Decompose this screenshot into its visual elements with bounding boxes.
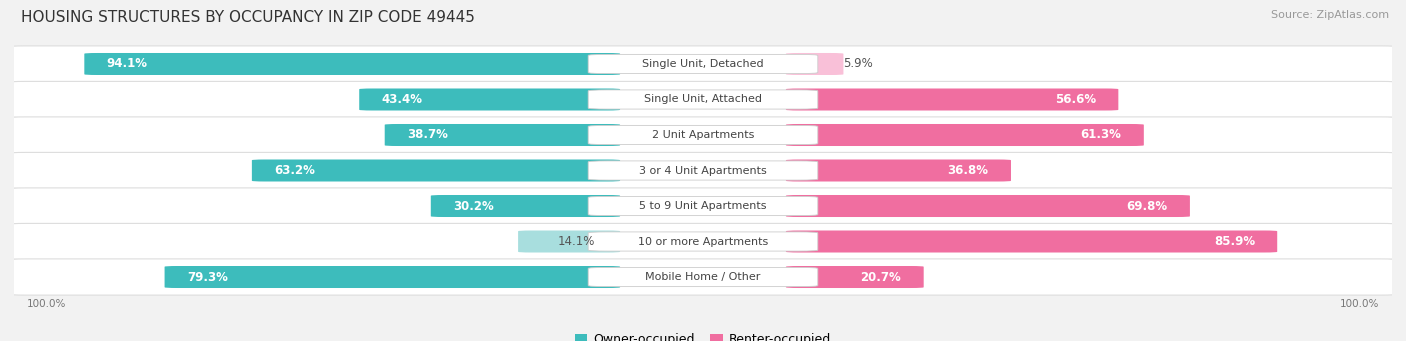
Text: 100.0%: 100.0%	[27, 299, 66, 309]
FancyBboxPatch shape	[7, 188, 1399, 224]
Text: Single Unit, Detached: Single Unit, Detached	[643, 59, 763, 69]
FancyBboxPatch shape	[7, 81, 1399, 118]
FancyBboxPatch shape	[588, 125, 818, 145]
FancyBboxPatch shape	[252, 160, 620, 181]
FancyBboxPatch shape	[7, 117, 1399, 153]
FancyBboxPatch shape	[786, 266, 924, 288]
Text: Single Unit, Attached: Single Unit, Attached	[644, 94, 762, 104]
Text: 5 to 9 Unit Apartments: 5 to 9 Unit Apartments	[640, 201, 766, 211]
Text: 30.2%: 30.2%	[453, 199, 494, 212]
Text: 3 or 4 Unit Apartments: 3 or 4 Unit Apartments	[640, 165, 766, 176]
FancyBboxPatch shape	[786, 195, 1189, 217]
FancyBboxPatch shape	[165, 266, 620, 288]
Text: 69.8%: 69.8%	[1126, 199, 1167, 212]
FancyBboxPatch shape	[84, 53, 620, 75]
Text: 94.1%: 94.1%	[107, 58, 148, 71]
Text: 36.8%: 36.8%	[948, 164, 988, 177]
Text: 2 Unit Apartments: 2 Unit Apartments	[652, 130, 754, 140]
Text: 20.7%: 20.7%	[860, 270, 901, 283]
FancyBboxPatch shape	[786, 89, 1118, 110]
Text: 63.2%: 63.2%	[274, 164, 315, 177]
Text: 10 or more Apartments: 10 or more Apartments	[638, 237, 768, 247]
FancyBboxPatch shape	[359, 89, 620, 110]
Text: 100.0%: 100.0%	[1340, 299, 1379, 309]
FancyBboxPatch shape	[517, 231, 620, 252]
Text: 79.3%: 79.3%	[187, 270, 228, 283]
FancyBboxPatch shape	[588, 196, 818, 216]
FancyBboxPatch shape	[385, 124, 620, 146]
FancyBboxPatch shape	[588, 161, 818, 180]
Text: 38.7%: 38.7%	[408, 129, 449, 142]
FancyBboxPatch shape	[786, 124, 1144, 146]
FancyBboxPatch shape	[7, 223, 1399, 260]
Text: 61.3%: 61.3%	[1081, 129, 1122, 142]
FancyBboxPatch shape	[786, 231, 1277, 252]
FancyBboxPatch shape	[7, 152, 1399, 189]
FancyBboxPatch shape	[430, 195, 620, 217]
FancyBboxPatch shape	[7, 46, 1399, 82]
FancyBboxPatch shape	[588, 232, 818, 251]
Text: HOUSING STRUCTURES BY OCCUPANCY IN ZIP CODE 49445: HOUSING STRUCTURES BY OCCUPANCY IN ZIP C…	[21, 10, 475, 25]
Text: 14.1%: 14.1%	[557, 235, 595, 248]
FancyBboxPatch shape	[7, 259, 1399, 295]
Legend: Owner-occupied, Renter-occupied: Owner-occupied, Renter-occupied	[569, 328, 837, 341]
Text: Mobile Home / Other: Mobile Home / Other	[645, 272, 761, 282]
Text: 43.4%: 43.4%	[381, 93, 423, 106]
Text: Source: ZipAtlas.com: Source: ZipAtlas.com	[1271, 10, 1389, 20]
FancyBboxPatch shape	[588, 90, 818, 109]
Text: 5.9%: 5.9%	[844, 58, 873, 71]
FancyBboxPatch shape	[588, 267, 818, 286]
FancyBboxPatch shape	[588, 55, 818, 74]
Text: 85.9%: 85.9%	[1213, 235, 1256, 248]
FancyBboxPatch shape	[786, 160, 1011, 181]
Text: 56.6%: 56.6%	[1054, 93, 1097, 106]
FancyBboxPatch shape	[786, 53, 844, 75]
